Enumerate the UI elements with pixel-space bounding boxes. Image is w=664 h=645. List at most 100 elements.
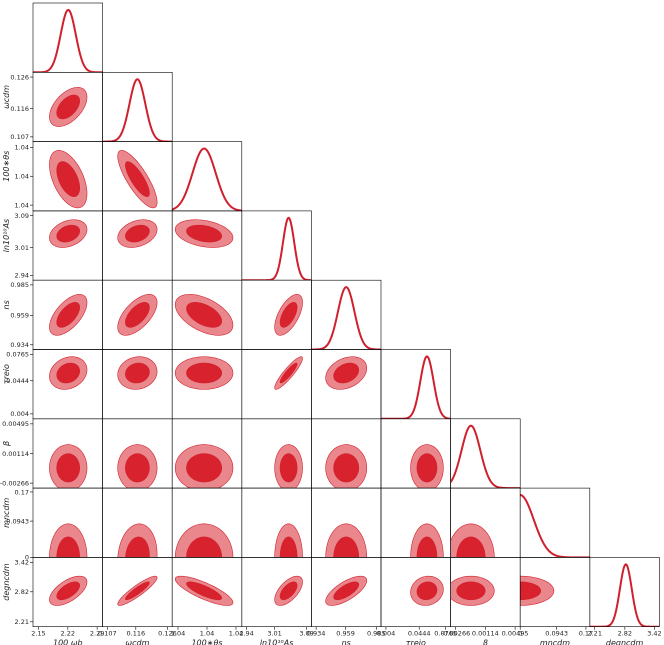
y-tick-label: 0.004 [10, 410, 29, 418]
panel [450, 575, 495, 606]
y-tick-label: 0.17 [15, 488, 29, 496]
contour-1sigma [125, 161, 150, 197]
panel [117, 523, 158, 558]
y-tick-label: 0.934 [10, 341, 29, 349]
x-tick-label: 0.00495 [502, 630, 529, 638]
contour-1sigma [125, 453, 150, 483]
panel [589, 563, 660, 627]
panel-frame [241, 210, 312, 281]
x-tick-label: 0.17 [579, 630, 593, 638]
x-tick-label: 2.22 [61, 630, 75, 638]
panel-frame [32, 2, 103, 73]
posterior-1d [311, 286, 381, 350]
x-axis-label: ln10¹⁰As [260, 639, 294, 645]
panel [450, 523, 495, 558]
panel [274, 444, 303, 489]
contour-1sigma [56, 224, 80, 243]
x-axis-label: τreio [406, 639, 426, 645]
contour-1sigma [186, 302, 223, 328]
x-tick-label: 1.04 [229, 630, 243, 638]
panel [520, 494, 590, 558]
panel [325, 523, 368, 558]
panel [49, 575, 88, 606]
contour-1sigma [333, 581, 360, 601]
contour-1sigma [56, 302, 80, 328]
y-tick-label: 0.00495 [2, 420, 29, 428]
x-tick-label: 0.107 [98, 630, 117, 638]
panel [174, 219, 234, 248]
x-tick-label: 2.15 [31, 630, 45, 638]
y-tick-label: 2.82 [15, 588, 29, 596]
contour-1sigma [279, 581, 298, 601]
x-tick-label: 1.04 [171, 630, 185, 638]
y-tick-label: 0.959 [10, 312, 29, 320]
panel [49, 523, 88, 558]
contour-1sigma [56, 362, 80, 384]
y-tick-label: -0.00266 [0, 479, 29, 487]
panel [174, 356, 234, 390]
x-tick-label: 0.985 [367, 630, 386, 638]
y-tick-label: 2.21 [15, 618, 29, 626]
y-tick-label: 3.42 [15, 559, 29, 567]
panel [117, 150, 158, 209]
y-tick-label: 0 [25, 554, 29, 562]
posterior-1d [381, 355, 451, 419]
panel [49, 87, 88, 127]
x-tick-label: 0.0943 [545, 630, 568, 638]
panel [274, 523, 303, 558]
x-tick-label: 2.82 [618, 630, 632, 638]
panel-frame [519, 487, 591, 558]
contour-1sigma [416, 453, 438, 483]
contour-1sigma [125, 302, 150, 328]
x-tick-label: 3.42 [647, 630, 661, 638]
panel [49, 150, 88, 209]
panel [49, 356, 88, 390]
panel [410, 575, 444, 606]
x-tick-label: 2.94 [239, 630, 253, 638]
panel [49, 444, 88, 489]
panel [172, 147, 242, 211]
y-axis-label: β [2, 441, 11, 447]
panel [174, 294, 234, 336]
contour-1sigma [416, 581, 438, 601]
y-tick-label: 0.00114 [2, 450, 29, 458]
x-axis-label: ωcdm [125, 639, 149, 645]
y-tick-label: 3.01 [15, 244, 29, 252]
contour-1sigma [186, 224, 223, 243]
y-tick-label: 0.985 [10, 281, 29, 289]
contour-1sigma [333, 453, 360, 483]
panel [325, 356, 368, 390]
panel [174, 575, 234, 606]
contour-1sigma [125, 536, 150, 558]
panel [117, 219, 158, 248]
y-tick-label: 0.0943 [6, 517, 29, 525]
x-tick-label: 3.01 [267, 630, 281, 638]
x-tick-label: 0.004 [377, 630, 396, 638]
y-axis-label: τreio [2, 364, 11, 384]
y-tick-label: 2.94 [15, 272, 29, 280]
y-tick-label: 0.0444 [6, 377, 29, 385]
x-tick-label: 0.934 [307, 630, 326, 638]
x-tick-label: -0.00266 [441, 630, 470, 638]
contour-1sigma [56, 94, 80, 120]
x-axis-label: ns [342, 639, 351, 645]
y-axis-label: ωcdm [2, 85, 11, 109]
panel-frame [311, 279, 382, 350]
panel [49, 294, 88, 336]
x-tick-label: 0.116 [127, 630, 146, 638]
panel [325, 444, 368, 489]
x-tick-label: 3.09 [299, 630, 313, 638]
contour-1sigma [125, 581, 150, 601]
posterior-1d [520, 494, 590, 558]
panel [174, 444, 234, 489]
panel [117, 444, 158, 489]
panel [117, 294, 158, 336]
contour-1sigma [56, 581, 80, 601]
y-tick-label: 1.04 [15, 173, 29, 181]
posterior-1d [450, 424, 521, 489]
posterior-1d [172, 147, 242, 211]
y-axis-label: ns [2, 300, 11, 309]
panel [274, 356, 303, 390]
contour-1sigma [456, 581, 486, 601]
